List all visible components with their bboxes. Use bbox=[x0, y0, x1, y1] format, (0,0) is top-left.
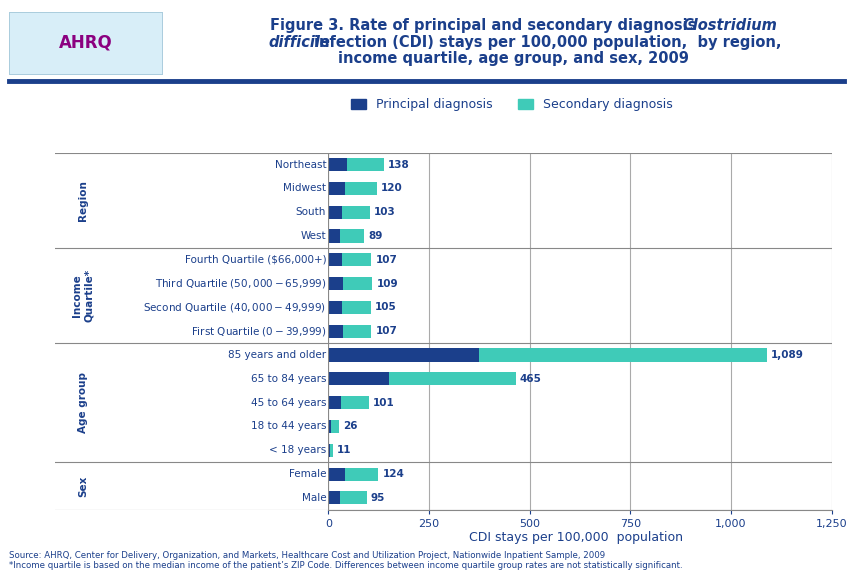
Text: 101: 101 bbox=[372, 397, 394, 408]
Bar bbox=[328, 206, 342, 219]
Text: Northeast: Northeast bbox=[274, 160, 325, 169]
Bar bbox=[339, 229, 364, 242]
Text: 105: 105 bbox=[374, 302, 396, 312]
Legend: Principal diagnosis, Secondary diagnosis: Principal diagnosis, Secondary diagnosis bbox=[351, 98, 671, 111]
Text: Midwest: Midwest bbox=[283, 183, 325, 194]
Text: West: West bbox=[300, 231, 325, 241]
Text: 11: 11 bbox=[337, 445, 351, 455]
Text: Third Quartile ($50,000-$65,999): Third Quartile ($50,000-$65,999) bbox=[155, 277, 325, 290]
Bar bbox=[328, 253, 343, 266]
Text: 107: 107 bbox=[375, 255, 397, 265]
Bar bbox=[328, 491, 339, 505]
Bar bbox=[328, 444, 329, 457]
Bar bbox=[328, 420, 331, 433]
Text: 124: 124 bbox=[382, 469, 404, 479]
Text: 89: 89 bbox=[368, 231, 383, 241]
Text: 109: 109 bbox=[376, 279, 398, 289]
Text: Sex: Sex bbox=[78, 475, 88, 497]
Text: Female: Female bbox=[288, 469, 325, 479]
Bar bbox=[328, 468, 344, 480]
Text: difficile: difficile bbox=[268, 35, 330, 50]
Bar bbox=[343, 325, 371, 338]
Bar bbox=[328, 182, 344, 195]
Text: Age group: Age group bbox=[78, 372, 88, 433]
Bar bbox=[343, 277, 371, 290]
Bar bbox=[344, 468, 378, 480]
Text: Clostridium: Clostridium bbox=[682, 18, 777, 33]
Text: 95: 95 bbox=[371, 493, 384, 503]
Bar bbox=[339, 491, 366, 505]
Bar bbox=[329, 444, 332, 457]
Bar bbox=[328, 158, 346, 171]
Bar bbox=[328, 229, 339, 242]
Text: 65 to 84 years: 65 to 84 years bbox=[250, 374, 325, 384]
Text: Second Quartile ($40,000-$49,999): Second Quartile ($40,000-$49,999) bbox=[143, 301, 325, 314]
Bar bbox=[328, 301, 343, 314]
Bar bbox=[479, 348, 766, 362]
Bar bbox=[328, 277, 343, 290]
Text: 103: 103 bbox=[373, 207, 395, 217]
Text: < 18 years: < 18 years bbox=[268, 445, 325, 455]
Bar bbox=[328, 372, 389, 385]
Bar bbox=[343, 253, 371, 266]
Text: Fourth Quartile ($66,000+): Fourth Quartile ($66,000+) bbox=[184, 255, 325, 265]
Text: 18 to 44 years: 18 to 44 years bbox=[250, 422, 325, 431]
Text: 138: 138 bbox=[388, 160, 409, 169]
Bar bbox=[346, 158, 383, 171]
Text: AHRQ: AHRQ bbox=[58, 33, 112, 52]
Bar bbox=[328, 396, 341, 409]
Bar bbox=[389, 372, 515, 385]
Text: 45 to 64 years: 45 to 64 years bbox=[250, 397, 325, 408]
Text: Source: AHRQ, Center for Delivery, Organization, and Markets, Healthcare Cost an: Source: AHRQ, Center for Delivery, Organ… bbox=[9, 551, 604, 560]
Text: Figure 3. Rate of principal and secondary diagnosis: Figure 3. Rate of principal and secondar… bbox=[270, 18, 757, 33]
Text: infection (CDI) stays per 100,000 population,  by region,: infection (CDI) stays per 100,000 popula… bbox=[314, 35, 780, 50]
Bar bbox=[343, 301, 371, 314]
Text: 120: 120 bbox=[380, 183, 402, 194]
Text: 85 years and older: 85 years and older bbox=[227, 350, 325, 360]
Text: 107: 107 bbox=[375, 326, 397, 336]
Bar bbox=[331, 420, 338, 433]
Bar bbox=[341, 396, 369, 409]
Text: Region: Region bbox=[78, 180, 88, 221]
Text: CDI stays per 100,000  population: CDI stays per 100,000 population bbox=[469, 531, 682, 544]
Text: Male: Male bbox=[302, 493, 325, 503]
Text: Income
Quartile*: Income Quartile* bbox=[72, 269, 94, 322]
Bar bbox=[342, 206, 370, 219]
Text: income quartile, age group, and sex, 2009: income quartile, age group, and sex, 200… bbox=[338, 51, 688, 66]
Bar bbox=[328, 348, 479, 362]
Text: *Income quartile is based on the median income of the patient’s ZIP Code. Differ: *Income quartile is based on the median … bbox=[9, 561, 682, 570]
Text: 465: 465 bbox=[519, 374, 541, 384]
Text: First Quartile ($0- $39,999): First Quartile ($0- $39,999) bbox=[191, 325, 325, 338]
Text: 1,089: 1,089 bbox=[770, 350, 803, 360]
Text: South: South bbox=[296, 207, 325, 217]
Bar bbox=[344, 182, 377, 195]
Bar bbox=[328, 325, 343, 338]
Text: 26: 26 bbox=[343, 422, 357, 431]
